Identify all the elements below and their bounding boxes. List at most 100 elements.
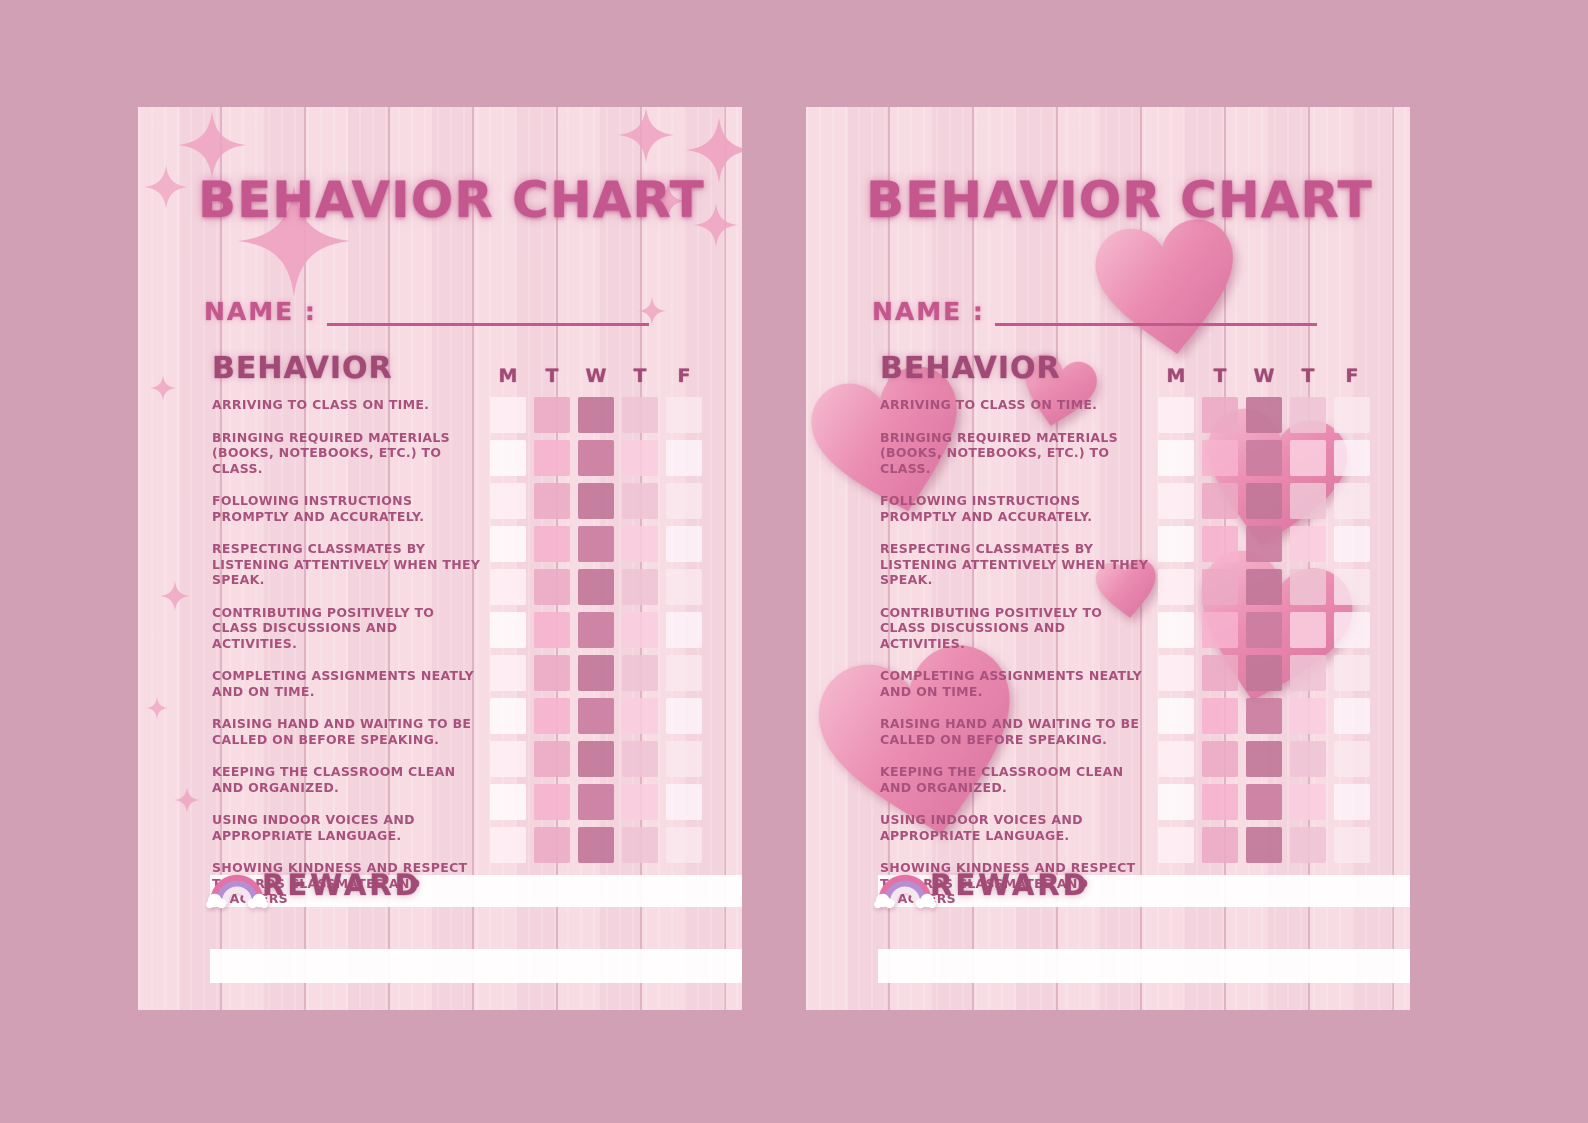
day-cell[interactable] [1334,526,1370,562]
day-cell[interactable] [534,827,570,863]
day-cell[interactable] [622,397,658,433]
day-cell[interactable] [1202,655,1238,691]
day-cell[interactable] [1246,440,1282,476]
day-cell[interactable] [534,784,570,820]
day-cell[interactable] [578,827,614,863]
day-cell[interactable] [578,483,614,519]
day-cell[interactable] [666,569,702,605]
day-cell[interactable] [622,698,658,734]
day-cell[interactable] [1334,784,1370,820]
day-cell[interactable] [622,526,658,562]
day-cell[interactable] [1202,784,1238,820]
day-cell[interactable] [1158,397,1194,433]
day-cell[interactable] [534,483,570,519]
day-cell[interactable] [622,440,658,476]
day-cell[interactable] [1158,655,1194,691]
day-cell[interactable] [1158,483,1194,519]
day-cell[interactable] [1334,741,1370,777]
day-cell[interactable] [1290,784,1326,820]
day-cell[interactable] [490,655,526,691]
day-cell[interactable] [490,569,526,605]
day-cell[interactable] [490,526,526,562]
day-cell[interactable] [578,655,614,691]
day-cell[interactable] [622,741,658,777]
day-cell[interactable] [490,698,526,734]
day-cell[interactable] [578,397,614,433]
day-cell[interactable] [622,655,658,691]
day-cell[interactable] [666,483,702,519]
day-cell[interactable] [534,397,570,433]
day-cell[interactable] [1158,741,1194,777]
day-cell[interactable] [578,612,614,648]
day-cell[interactable] [578,741,614,777]
day-cell[interactable] [578,784,614,820]
day-cell[interactable] [622,827,658,863]
day-cell[interactable] [666,526,702,562]
day-cell[interactable] [1246,741,1282,777]
name-input-line[interactable] [326,299,649,326]
day-cell[interactable] [1290,440,1326,476]
day-cell[interactable] [1158,569,1194,605]
day-cell[interactable] [666,827,702,863]
day-cell[interactable] [1202,698,1238,734]
day-cell[interactable] [1158,440,1194,476]
day-cell[interactable] [578,440,614,476]
day-cell[interactable] [1334,655,1370,691]
day-cell[interactable] [490,440,526,476]
day-cell[interactable] [578,526,614,562]
day-cell[interactable] [1290,827,1326,863]
day-cell[interactable] [490,483,526,519]
day-cell[interactable] [1334,698,1370,734]
day-cell[interactable] [666,612,702,648]
day-cell[interactable] [1290,655,1326,691]
day-cell[interactable] [666,784,702,820]
day-cell[interactable] [622,569,658,605]
day-cell[interactable] [1246,827,1282,863]
day-cell[interactable] [1202,526,1238,562]
day-cell[interactable] [534,569,570,605]
day-cell[interactable] [1202,612,1238,648]
day-cell[interactable] [1246,655,1282,691]
day-cell[interactable] [1158,612,1194,648]
day-cell[interactable] [1334,827,1370,863]
day-cell[interactable] [666,397,702,433]
day-cell[interactable] [1246,397,1282,433]
day-cell[interactable] [1290,526,1326,562]
day-cell[interactable] [1202,440,1238,476]
day-cell[interactable] [1334,483,1370,519]
day-cell[interactable] [578,698,614,734]
day-cell[interactable] [666,741,702,777]
day-cell[interactable] [534,698,570,734]
day-cell[interactable] [1246,526,1282,562]
day-cell[interactable] [534,655,570,691]
day-cell[interactable] [490,827,526,863]
day-cell[interactable] [1202,569,1238,605]
day-cell[interactable] [1158,698,1194,734]
day-cell[interactable] [1202,483,1238,519]
day-cell[interactable] [666,655,702,691]
day-cell[interactable] [534,741,570,777]
day-cell[interactable] [1246,483,1282,519]
day-cell[interactable] [1290,612,1326,648]
day-cell[interactable] [1158,827,1194,863]
day-cell[interactable] [1158,526,1194,562]
day-cell[interactable] [1290,483,1326,519]
day-cell[interactable] [534,440,570,476]
day-cell[interactable] [1334,397,1370,433]
day-cell[interactable] [622,483,658,519]
day-cell[interactable] [1290,698,1326,734]
day-cell[interactable] [1334,612,1370,648]
day-cell[interactable] [490,612,526,648]
day-cell[interactable] [1158,784,1194,820]
day-cell[interactable] [490,397,526,433]
day-cell[interactable] [1290,397,1326,433]
day-cell[interactable] [1290,741,1326,777]
day-cell[interactable] [490,784,526,820]
day-cell[interactable] [1334,440,1370,476]
day-cell[interactable] [622,784,658,820]
day-cell[interactable] [1290,569,1326,605]
day-cell[interactable] [1334,569,1370,605]
day-cell[interactable] [534,526,570,562]
day-cell[interactable] [666,440,702,476]
day-cell[interactable] [622,612,658,648]
